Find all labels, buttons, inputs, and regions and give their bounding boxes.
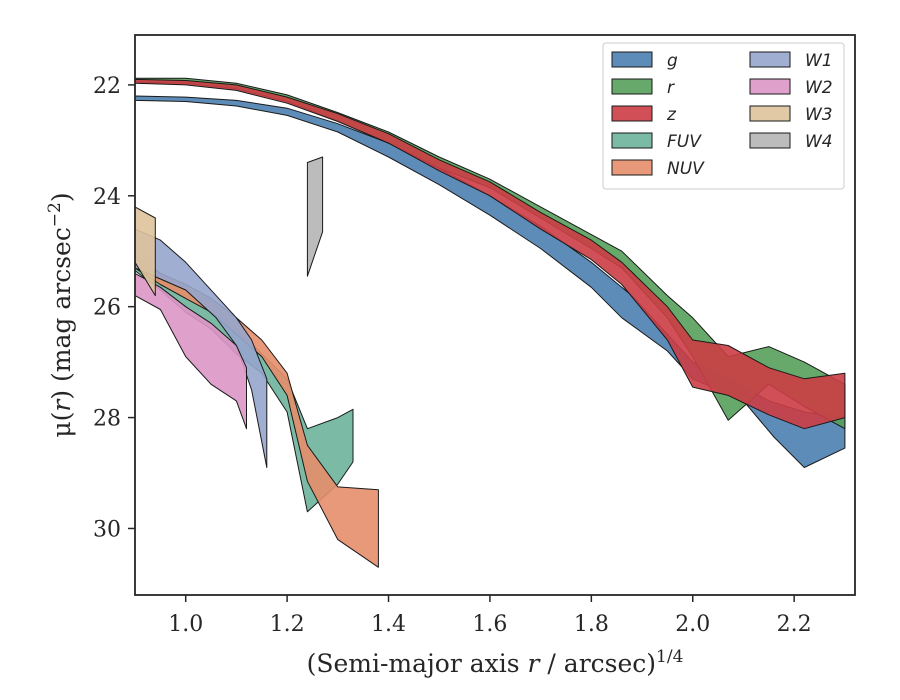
x-tick-label: 1.2 bbox=[270, 612, 305, 637]
legend-label-r: r bbox=[667, 78, 675, 98]
band-w2 bbox=[134, 272, 247, 430]
legend-swatch-r bbox=[611, 78, 653, 95]
legend-label-g: g bbox=[667, 51, 678, 71]
legend-label-z: z bbox=[666, 105, 677, 125]
legend-swatch-w1 bbox=[749, 51, 791, 68]
band-w4 bbox=[306, 156, 324, 277]
y-tick-label: 30 bbox=[93, 517, 121, 542]
legend-swatch-nuv bbox=[611, 159, 653, 176]
legend-swatch-fuv bbox=[611, 132, 653, 149]
y-tick-label: 22 bbox=[93, 74, 121, 99]
y-tick-label: 28 bbox=[93, 407, 121, 432]
legend-label-w4: W4 bbox=[805, 132, 833, 152]
bands-layer bbox=[134, 77, 846, 568]
band-z bbox=[134, 78, 846, 430]
legend: grz FUV NUV W1 W2 W3 W4 bbox=[602, 42, 845, 190]
legend-label-w3: W3 bbox=[805, 105, 833, 125]
y-tick-label: 26 bbox=[93, 296, 121, 321]
legend-swatch-z bbox=[611, 105, 653, 122]
plot-frame bbox=[134, 34, 856, 596]
x-tick-label: 2.2 bbox=[777, 612, 812, 637]
legend-swatch-w3 bbox=[749, 105, 791, 122]
legend-swatch-g bbox=[611, 51, 653, 68]
legend-label-fuv: FUV bbox=[667, 132, 702, 152]
x-axis: 1.0 1.2 1.4 1.6 1.8 2.0 2.2 bbox=[168, 595, 812, 637]
legend-swatch-w4 bbox=[749, 132, 791, 149]
x-tick-label: 2.0 bbox=[675, 612, 710, 637]
x-axis-label: (Semi-major axis r / arcsec)1/4 bbox=[307, 647, 684, 678]
x-tick-label: 1.8 bbox=[574, 612, 609, 637]
x-tick-label: 1.6 bbox=[472, 612, 507, 637]
legend-label-w2: W2 bbox=[805, 78, 833, 98]
legend-label-w1: W1 bbox=[805, 51, 833, 71]
x-tick-label: 1.0 bbox=[168, 612, 203, 637]
y-axis: 22 24 26 28 30 bbox=[93, 74, 135, 542]
x-tick-label: 1.4 bbox=[371, 612, 406, 637]
y-tick-label: 24 bbox=[93, 185, 121, 210]
legend-swatch-w2 bbox=[749, 78, 791, 95]
legend-label-nuv: NUV bbox=[667, 159, 705, 179]
y-axis-label: μ(r) (mag arcsec−2) bbox=[45, 192, 76, 437]
